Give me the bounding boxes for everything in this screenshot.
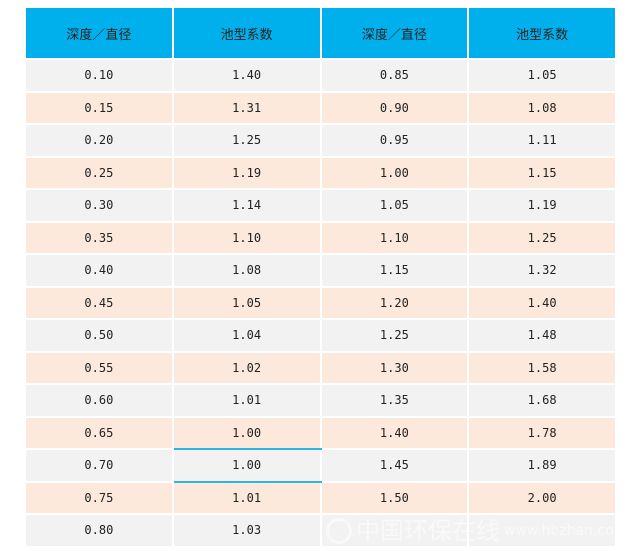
table-cell: 1.78 bbox=[467, 415, 617, 450]
table-cell: 1.25 bbox=[467, 220, 617, 255]
table-body: 0.10 1.40 0.85 1.05 0.15 1.31 0.90 1.08 0.20 1.25… bbox=[24, 58, 617, 548]
table-row: 0.70 1.00 1.45 1.89 bbox=[24, 448, 617, 483]
header-row: 深度／直径 池型系数 深度／直径 池型系数 bbox=[24, 8, 617, 60]
table-cell: 1.19 bbox=[171, 155, 322, 190]
table-cell: 1.68 bbox=[467, 383, 617, 418]
table-cell: 1.05 bbox=[467, 58, 617, 93]
table-cell: 1.15 bbox=[467, 155, 617, 190]
table-cell: 1.02 bbox=[171, 350, 322, 385]
table-cell: 1.14 bbox=[171, 188, 322, 223]
column-header: 池型系数 bbox=[467, 8, 617, 60]
table-row: 0.20 1.25 0.95 1.11 bbox=[24, 123, 617, 158]
table-row: 0.60 1.01 1.35 1.68 bbox=[24, 383, 617, 418]
table-cell: 0.40 bbox=[24, 253, 174, 288]
table-cell: 0.70 bbox=[24, 448, 174, 483]
table-cell: 1.25 bbox=[171, 123, 322, 158]
table-cell: 0.65 bbox=[24, 415, 174, 450]
table-cell: 0.25 bbox=[24, 155, 174, 190]
table-cell: 0.45 bbox=[24, 285, 174, 320]
table-cell: 0.15 bbox=[24, 90, 174, 125]
table-cell: 1.32 bbox=[467, 253, 617, 288]
table-row: 0.25 1.19 1.00 1.15 bbox=[24, 155, 617, 190]
table-cell: 0.50 bbox=[24, 318, 174, 353]
table-cell: 1.35 bbox=[319, 383, 470, 418]
table-row: 0.65 1.00 1.40 1.78 bbox=[24, 415, 617, 450]
table-cell: 1.50 bbox=[319, 480, 470, 515]
table-cell: 1.10 bbox=[319, 220, 470, 255]
column-header: 深度／直径 bbox=[319, 8, 470, 60]
table-cell: 1.20 bbox=[319, 285, 470, 320]
table-cell: 1.10 bbox=[171, 220, 322, 255]
table-cell: 0.90 bbox=[319, 90, 470, 125]
table-cell: 1.05 bbox=[319, 188, 470, 223]
table-row: 0.35 1.10 1.10 1.25 bbox=[24, 220, 617, 255]
table-cell: 1.45 bbox=[319, 448, 470, 483]
table-cell: 1.19 bbox=[467, 188, 617, 223]
table-cell: 1.08 bbox=[467, 90, 617, 125]
table-cell: 2.00 bbox=[467, 480, 617, 515]
table-cell: 0.95 bbox=[319, 123, 470, 158]
table-cell: 1.31 bbox=[171, 90, 322, 125]
table-cell: 1.40 bbox=[171, 58, 322, 93]
table-cell: 1.58 bbox=[467, 350, 617, 385]
table-cell: 0.35 bbox=[24, 220, 174, 255]
table-cell: 0.60 bbox=[24, 383, 174, 418]
table-row: 0.50 1.04 1.25 1.48 bbox=[24, 318, 617, 353]
table-cell: 1.05 bbox=[171, 285, 322, 320]
table-cell: 1.04 bbox=[171, 318, 322, 353]
table-row: 0.80 1.03 bbox=[24, 513, 617, 548]
table-cell: 1.03 bbox=[171, 513, 322, 548]
table-cell: 1.89 bbox=[467, 448, 617, 483]
table-row: 0.55 1.02 1.30 1.58 bbox=[24, 350, 617, 385]
table-row: 0.10 1.40 0.85 1.05 bbox=[24, 58, 617, 93]
coefficient-table: 深度／直径 池型系数 深度／直径 池型系数 0.10 1.40 0.85 1.05 0.15 1… bbox=[24, 8, 617, 548]
table-cell: 1.40 bbox=[467, 285, 617, 320]
table-cell bbox=[319, 513, 470, 548]
table-cell: 1.25 bbox=[319, 318, 470, 353]
table-cell: 1.00 bbox=[171, 448, 322, 483]
table-cell: 0.10 bbox=[24, 58, 174, 93]
table-cell: 1.40 bbox=[319, 415, 470, 450]
table-cell: 1.00 bbox=[319, 155, 470, 190]
column-header: 池型系数 bbox=[171, 8, 322, 60]
table-cell bbox=[467, 513, 617, 548]
table-row: 0.40 1.08 1.15 1.32 bbox=[24, 253, 617, 288]
table-row: 0.45 1.05 1.20 1.40 bbox=[24, 285, 617, 320]
table-cell: 1.48 bbox=[467, 318, 617, 353]
table-row: 0.30 1.14 1.05 1.19 bbox=[24, 188, 617, 223]
table-cell: 0.55 bbox=[24, 350, 174, 385]
table-row: 0.75 1.01 1.50 2.00 bbox=[24, 480, 617, 515]
table-cell: 0.75 bbox=[24, 480, 174, 515]
column-header: 深度／直径 bbox=[24, 8, 174, 60]
table-cell: 1.00 bbox=[171, 415, 322, 450]
table-row: 0.15 1.31 0.90 1.08 bbox=[24, 90, 617, 125]
table-cell: 1.15 bbox=[319, 253, 470, 288]
table-cell: 1.11 bbox=[467, 123, 617, 158]
table-cell: 1.01 bbox=[171, 480, 322, 515]
table-cell: 0.20 bbox=[24, 123, 174, 158]
table-cell: 0.30 bbox=[24, 188, 174, 223]
table-cell: 0.85 bbox=[319, 58, 470, 93]
table-cell: 1.30 bbox=[319, 350, 470, 385]
table-cell: 1.08 bbox=[171, 253, 322, 288]
table-cell: 0.80 bbox=[24, 513, 174, 548]
table-cell: 1.01 bbox=[171, 383, 322, 418]
